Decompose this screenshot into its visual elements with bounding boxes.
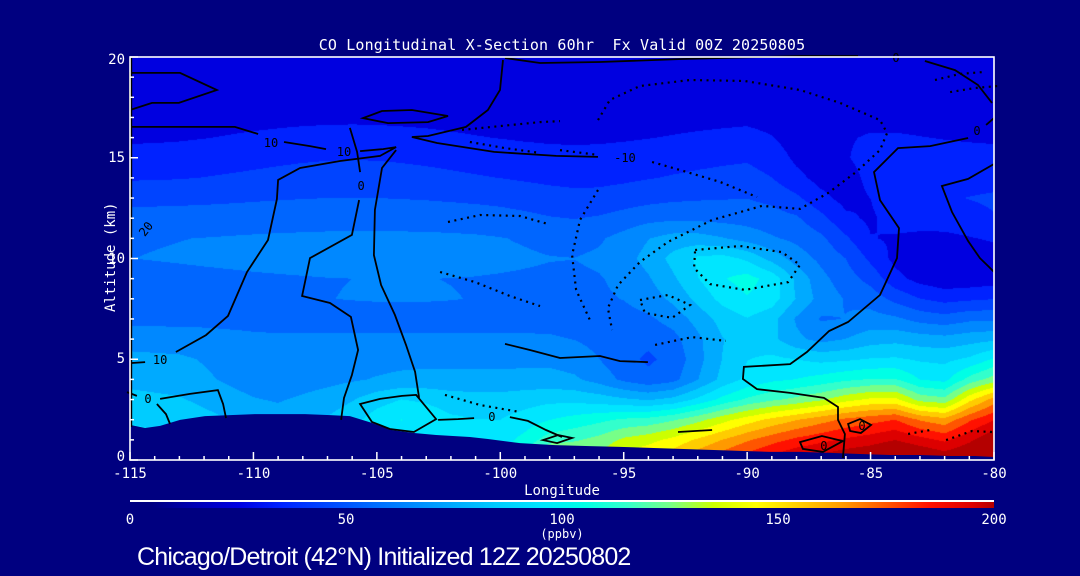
y-tick-label: 0 <box>116 449 125 465</box>
colorbar-tick-label: 200 <box>981 512 1007 528</box>
overlay-contour <box>924 60 993 104</box>
contour-label: 0 <box>820 439 827 453</box>
contour-label: 0 <box>858 419 865 433</box>
overlay-contour <box>847 418 873 434</box>
overlay-contour <box>539 434 576 445</box>
overlay-contour-negative <box>597 78 889 331</box>
colorbar-top-edge <box>130 500 994 502</box>
overlay-contour <box>129 361 146 364</box>
overlay-contour <box>359 109 449 125</box>
plot-frame <box>129 56 995 461</box>
overlay-contour <box>175 146 397 353</box>
overlay-contour <box>130 126 259 135</box>
overlay-contour <box>372 149 420 399</box>
contour-label: 0 <box>144 392 151 406</box>
colorbar-tick-label: 150 <box>765 512 791 528</box>
overlay-contour-negative <box>651 160 758 199</box>
x-axis-label: Longitude <box>524 483 600 499</box>
overlay-contour <box>940 163 995 273</box>
x-tick-label: -95 <box>611 466 637 482</box>
overlay-contour <box>741 137 969 459</box>
overlay-contour-negative <box>907 428 931 436</box>
contour-label: 10 <box>337 145 351 159</box>
filled-contour-field <box>130 57 994 460</box>
x-tick-label: -80 <box>981 466 1007 482</box>
overlay-contour <box>129 72 220 112</box>
overlay-contour-negative <box>692 244 802 292</box>
overlay-contour-negative <box>439 270 541 308</box>
overlay-contour <box>159 389 227 419</box>
overlay-contour-negative <box>447 213 549 226</box>
plot-title: CO Longitudinal X-Section 60hr Fx Valid … <box>318 36 806 54</box>
plot-area: 10 10 0 20 -10 0 0 10 0 0 0 0 <box>126 51 998 461</box>
overlay-contour-negative <box>654 335 727 346</box>
overlay-contour-negative <box>444 393 521 414</box>
overlay-contour-negative <box>461 120 561 131</box>
terrain-silhouette <box>130 414 994 461</box>
overlay-contour-negative <box>570 189 599 321</box>
colorbar-tick-label: 0 <box>125 512 135 528</box>
overlay-contour <box>358 393 438 433</box>
overlay-contour <box>504 55 858 64</box>
overlay-contour-negative <box>945 429 993 442</box>
x-tick-label: -110 <box>236 466 271 482</box>
x-tick-label: -115 <box>113 466 147 482</box>
y-tick-label: 20 <box>108 52 125 68</box>
contour-label: 0 <box>973 124 980 138</box>
overlay-contour <box>411 59 599 158</box>
x-tick-label: -90 <box>734 466 760 482</box>
contour-label: 10 <box>264 136 278 150</box>
x-tick-label: -85 <box>857 466 884 482</box>
overlay-contour <box>349 127 361 173</box>
colorbar-unit: (ppbv) <box>540 527 584 541</box>
overlay-contour <box>677 429 713 433</box>
overlay-contour <box>504 343 648 363</box>
y-tick-label: 10 <box>108 250 125 267</box>
x-tick-label: -105 <box>359 466 394 482</box>
contour-label: -10 <box>614 151 636 165</box>
contour-label: 10 <box>153 353 167 367</box>
overlay-contour <box>156 403 171 425</box>
y-tick-label: 15 <box>108 149 125 166</box>
overlay-contour <box>301 199 360 421</box>
overlay-contour <box>283 141 327 150</box>
colorbar-tick-label: 50 <box>337 512 355 528</box>
overlay-contour <box>509 416 563 438</box>
y-tick-label: 5 <box>116 351 125 368</box>
overlay-contour-negative <box>559 149 599 156</box>
overlay-contour <box>985 117 995 126</box>
overlay-contour <box>438 417 475 421</box>
overlay-contour-negative <box>469 140 541 154</box>
contour-label: 20 <box>136 219 156 239</box>
overlay-contour-negative <box>638 293 693 320</box>
contour-label: 0 <box>357 179 364 193</box>
contour-label: 0 <box>488 410 495 424</box>
colorbar-tick-label: 100 <box>549 512 575 528</box>
x-tick-label: -100 <box>483 466 518 482</box>
overlay-contour-negative <box>949 84 998 94</box>
run-subtitle: Chicago/Detroit (42°N) Initialized 12Z 2… <box>137 543 631 571</box>
contour-label: 0 <box>892 51 899 65</box>
colorbar <box>130 502 994 508</box>
overlay-contour <box>798 435 846 453</box>
